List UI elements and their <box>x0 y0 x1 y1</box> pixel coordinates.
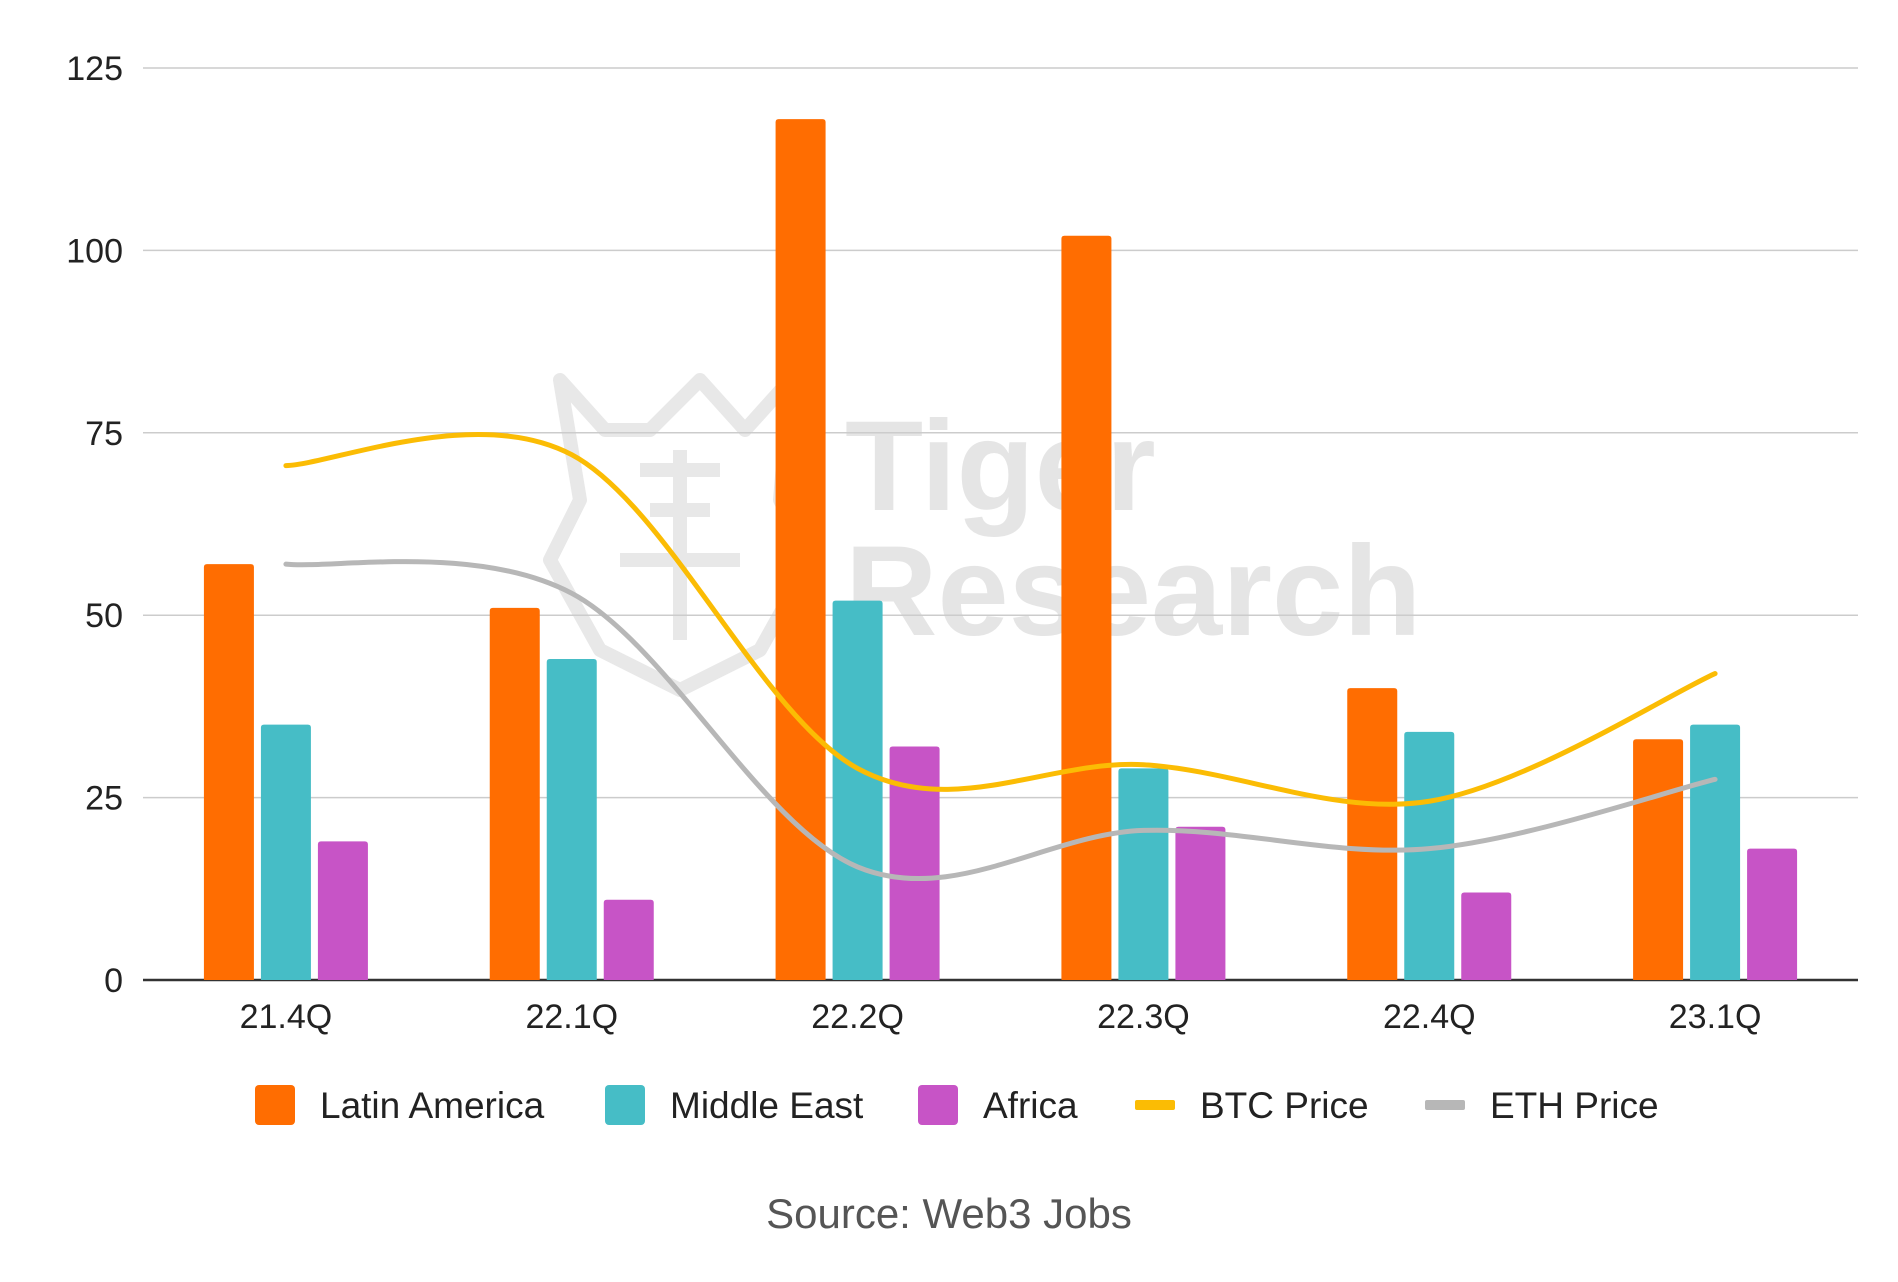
bar <box>1061 235 1112 981</box>
bar <box>1347 688 1398 980</box>
y-tick-label: 25 <box>85 780 123 818</box>
bar <box>1633 739 1684 980</box>
bar <box>260 724 311 980</box>
bar <box>546 658 597 980</box>
lines <box>283 432 1718 882</box>
x-tick-label: 23.1Q <box>1669 998 1762 1036</box>
gridlines <box>143 67 1858 982</box>
bar <box>603 899 654 980</box>
legend-swatch <box>255 1085 295 1125</box>
bar <box>889 746 940 980</box>
y-tick-label: 0 <box>104 962 123 1000</box>
bar <box>1404 731 1455 980</box>
watermark: Tiger Research <box>543 373 1421 697</box>
series-line <box>283 432 1718 807</box>
y-tick-label: 75 <box>85 415 123 453</box>
y-tick-label: 50 <box>85 597 123 635</box>
legend-swatch <box>605 1085 645 1125</box>
legend: Latin America Middle East Africa BTC Price E… <box>255 1085 1659 1126</box>
x-tick-label: 22.4Q <box>1383 998 1476 1036</box>
legend-swatch <box>1135 1100 1175 1110</box>
bar <box>775 119 826 980</box>
bar <box>489 607 540 980</box>
y-tick-label: 125 <box>66 50 123 88</box>
source-note: Source: Web3 Jobs <box>766 1190 1132 1237</box>
x-tick-label: 22.1Q <box>525 998 618 1036</box>
series-line <box>283 559 1718 882</box>
legend-label: BTC Price <box>1200 1085 1369 1126</box>
bar <box>1747 848 1798 980</box>
legend-label: ETH Price <box>1490 1085 1659 1126</box>
tiger-logo-icon <box>543 373 817 697</box>
legend-label: Africa <box>983 1085 1078 1126</box>
x-tick-label: 22.3Q <box>1097 998 1190 1036</box>
x-axis-ticks: 21.4Q 22.1Q 22.2Q 22.3Q 22.4Q 23.1Q <box>240 998 1762 1036</box>
legend-swatch <box>918 1085 958 1125</box>
y-tick-label: 100 <box>66 232 123 270</box>
watermark-line2: Research <box>845 520 1421 663</box>
bar <box>1175 826 1226 980</box>
bar <box>832 600 883 980</box>
legend-label: Latin America <box>320 1085 545 1126</box>
y-axis-ticks: 0 25 50 75 100 125 <box>66 50 123 1000</box>
bar <box>317 841 368 980</box>
legend-swatch <box>1425 1100 1465 1110</box>
x-tick-label: 22.2Q <box>811 998 904 1036</box>
bar <box>1461 892 1512 980</box>
bar <box>203 564 254 980</box>
x-tick-label: 21.4Q <box>240 998 333 1036</box>
bar <box>1118 768 1169 980</box>
legend-label: Middle East <box>670 1085 864 1126</box>
bar <box>1690 724 1741 980</box>
bars <box>203 119 1798 981</box>
